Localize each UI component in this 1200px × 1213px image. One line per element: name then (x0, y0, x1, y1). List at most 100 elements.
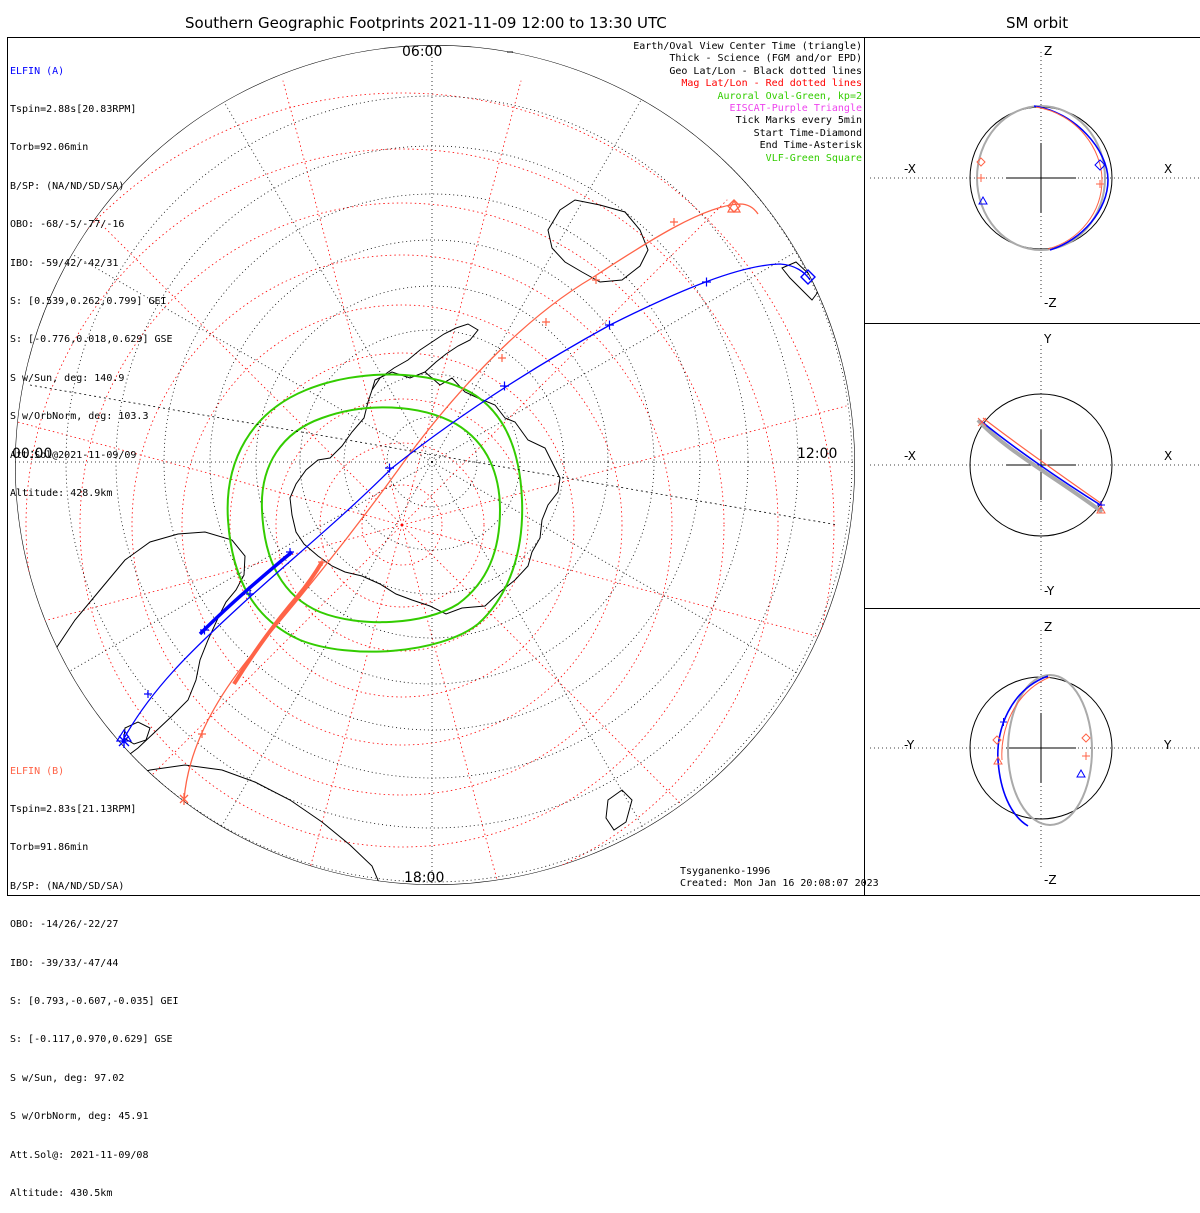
geo-meridian (211, 461, 433, 844)
sm-orbit-blue (997, 675, 1049, 827)
elfin-a-line: Att.Sol@2021-11-09/09 (10, 449, 137, 461)
legend-entry: EISCAT-Purple Triangle (729, 103, 862, 115)
sm3-top-label: Z (1044, 620, 1053, 634)
elfin-b-info: ELFIN (B) Tspin=2.83s[21.13RPM] Torb=91.… (10, 740, 179, 1213)
geo-meridian (211, 80, 433, 463)
model-credit: Tsyganenko-1996 (680, 866, 771, 877)
mag-meridian (15, 405, 403, 526)
sm3-left-label: -Y (904, 738, 915, 752)
mag-meridian (401, 199, 728, 526)
sm-orbit-gray (976, 418, 1104, 514)
south-america-coastline (54, 531, 246, 773)
elfin-b-line: Att.Sol@: 2021-11-09/08 (10, 1149, 149, 1161)
sm1-top-label: Z (1044, 44, 1053, 58)
legend-entry: Earth/Oval View Center Time (triangle) (633, 41, 862, 52)
geo-meridian (431, 461, 814, 683)
legend-entry: VLF-Green Square (765, 152, 862, 164)
sm-orbit-orange (982, 417, 1103, 505)
geo-lat-circle (65, 95, 799, 829)
mag-lat-circle (131, 254, 673, 796)
madagascar-coastline (605, 789, 633, 831)
geo-grid (15, 45, 855, 885)
elfin-b-line: S w/Sun, deg: 97.02 (10, 1072, 125, 1084)
mag-meridian (401, 524, 728, 851)
sm3-right-label: Y (1164, 738, 1172, 752)
map-frame (7, 37, 865, 896)
elfin-b-line: Torb=91.86min (10, 842, 89, 854)
sm-divider (864, 323, 1200, 324)
sm-orbit-title: SM orbit (1006, 14, 1069, 32)
elfin-a-line: S w/OrbNorm, deg: 103.3 (10, 411, 149, 423)
sm1-left-label: -X (904, 162, 916, 176)
sm-panel-yz (870, 630, 1200, 870)
legend: Earth/Oval View Center Time (triangle) T… (633, 41, 862, 165)
geo-meridian (431, 80, 653, 463)
legend-entry: Mag Lat/Lon - Red dotted lines (681, 78, 862, 90)
sm2-top-label: Y (1044, 332, 1052, 346)
elfin-b-line: B/SP: (NA/ND/SD/SA) (10, 880, 125, 892)
elfin-a-info: ELFIN (A) Tspin=2.88s[20.83RPM] Torb=92.… (10, 40, 173, 513)
mag-lat-circle (181, 304, 623, 746)
sm2-left-label: -X (904, 449, 916, 463)
elfin-b-line: S: [-0.117,0.970,0.629] GSE (10, 1034, 173, 1046)
geo-meridian (431, 241, 814, 463)
elfin-b-end-asterisk (179, 793, 189, 805)
mag-lat-circle (275, 398, 529, 652)
new-zealand-coastline (781, 261, 819, 301)
elfin-a-view-triangle (115, 728, 133, 742)
elfin-b-science-segment (232, 560, 324, 686)
elfin-a-line: Altitude: 428.9km (10, 487, 113, 499)
elfin-b-line: S w/OrbNorm, deg: 45.91 (10, 1111, 149, 1123)
sm1-right-label: X (1164, 162, 1173, 176)
time-label-06: 06:00 (402, 44, 443, 60)
elfin-a-line: B/SP: (NA/ND/SD/SA) (10, 180, 125, 192)
mag-meridian (401, 80, 522, 526)
footprint-map (15, 45, 855, 885)
sm1-bottom-label: -Z (1044, 296, 1057, 310)
time-label-12: 12:00 (797, 446, 838, 462)
legend-entry: Thick - Science (FGM and/or EPD) (669, 53, 862, 65)
elfin-b-line: IBO: -39/33/-47/44 (10, 957, 119, 969)
created-timestamp: Created: Mon Jan 16 20:08:07 2023 (680, 878, 879, 889)
elfin-a-tick-marks (144, 277, 711, 698)
geo-lat-circle (209, 239, 655, 685)
sm-frame (864, 37, 1200, 896)
legend-entry: Auroral Oval-Green, kp=2 (717, 90, 863, 102)
antarctica-coastline (289, 371, 561, 615)
mag-meridian (401, 524, 847, 645)
sm-panel-xy (870, 345, 1200, 590)
mag-lat-circle (15, 92, 835, 885)
elfin-b-view-triangle (726, 199, 742, 213)
legend-entry: Geo Lat/Lon - Black dotted lines (669, 65, 862, 77)
elfin-b-line: Tspin=2.83s[21.13RPM] (10, 803, 137, 815)
terminator-line (29, 384, 839, 526)
auroral-oval-outer (226, 373, 524, 653)
elfin-a-name: ELFIN (A) (10, 65, 65, 77)
mag-lat-circle (25, 148, 779, 885)
geo-meridian (431, 461, 653, 844)
sm-divider (864, 608, 1200, 609)
time-label-18: 18:00 (404, 870, 445, 886)
elfin-b-track (183, 203, 759, 801)
elfin-a-line: IBO: -59/42/-42/31 (10, 257, 119, 269)
elfin-a-line: OBO: -68/-5/-77/-16 (10, 219, 125, 231)
elfin-a-line: Tspin=2.88s[20.83RPM] (10, 103, 137, 115)
elfin-b-line: S: [0.793,-0.607,-0.035] GEI (10, 995, 179, 1007)
elfin-a-track (121, 263, 811, 743)
mag-meridian (401, 524, 522, 885)
mag-meridian (401, 405, 847, 526)
elfin-a-line: S w/Sun, deg: 140.9 (10, 372, 125, 384)
geo-meridian (50, 241, 433, 463)
mag-meridian (282, 80, 403, 526)
time-label-00: 00:00 (12, 446, 53, 462)
earth-circle (969, 393, 1113, 537)
sm-panel-xz (870, 52, 1200, 300)
antarctic-peninsula (371, 323, 479, 391)
elfin-a-science-segment (198, 550, 294, 636)
mag-meridian (282, 524, 403, 885)
sm-orbit-orange (1001, 676, 1051, 761)
elfin-b-tick-marks (198, 218, 678, 738)
elfin-b-name: ELFIN (B) (10, 765, 65, 777)
sm-orbit-orange (1035, 106, 1103, 250)
mag-lat-circle (361, 484, 443, 566)
